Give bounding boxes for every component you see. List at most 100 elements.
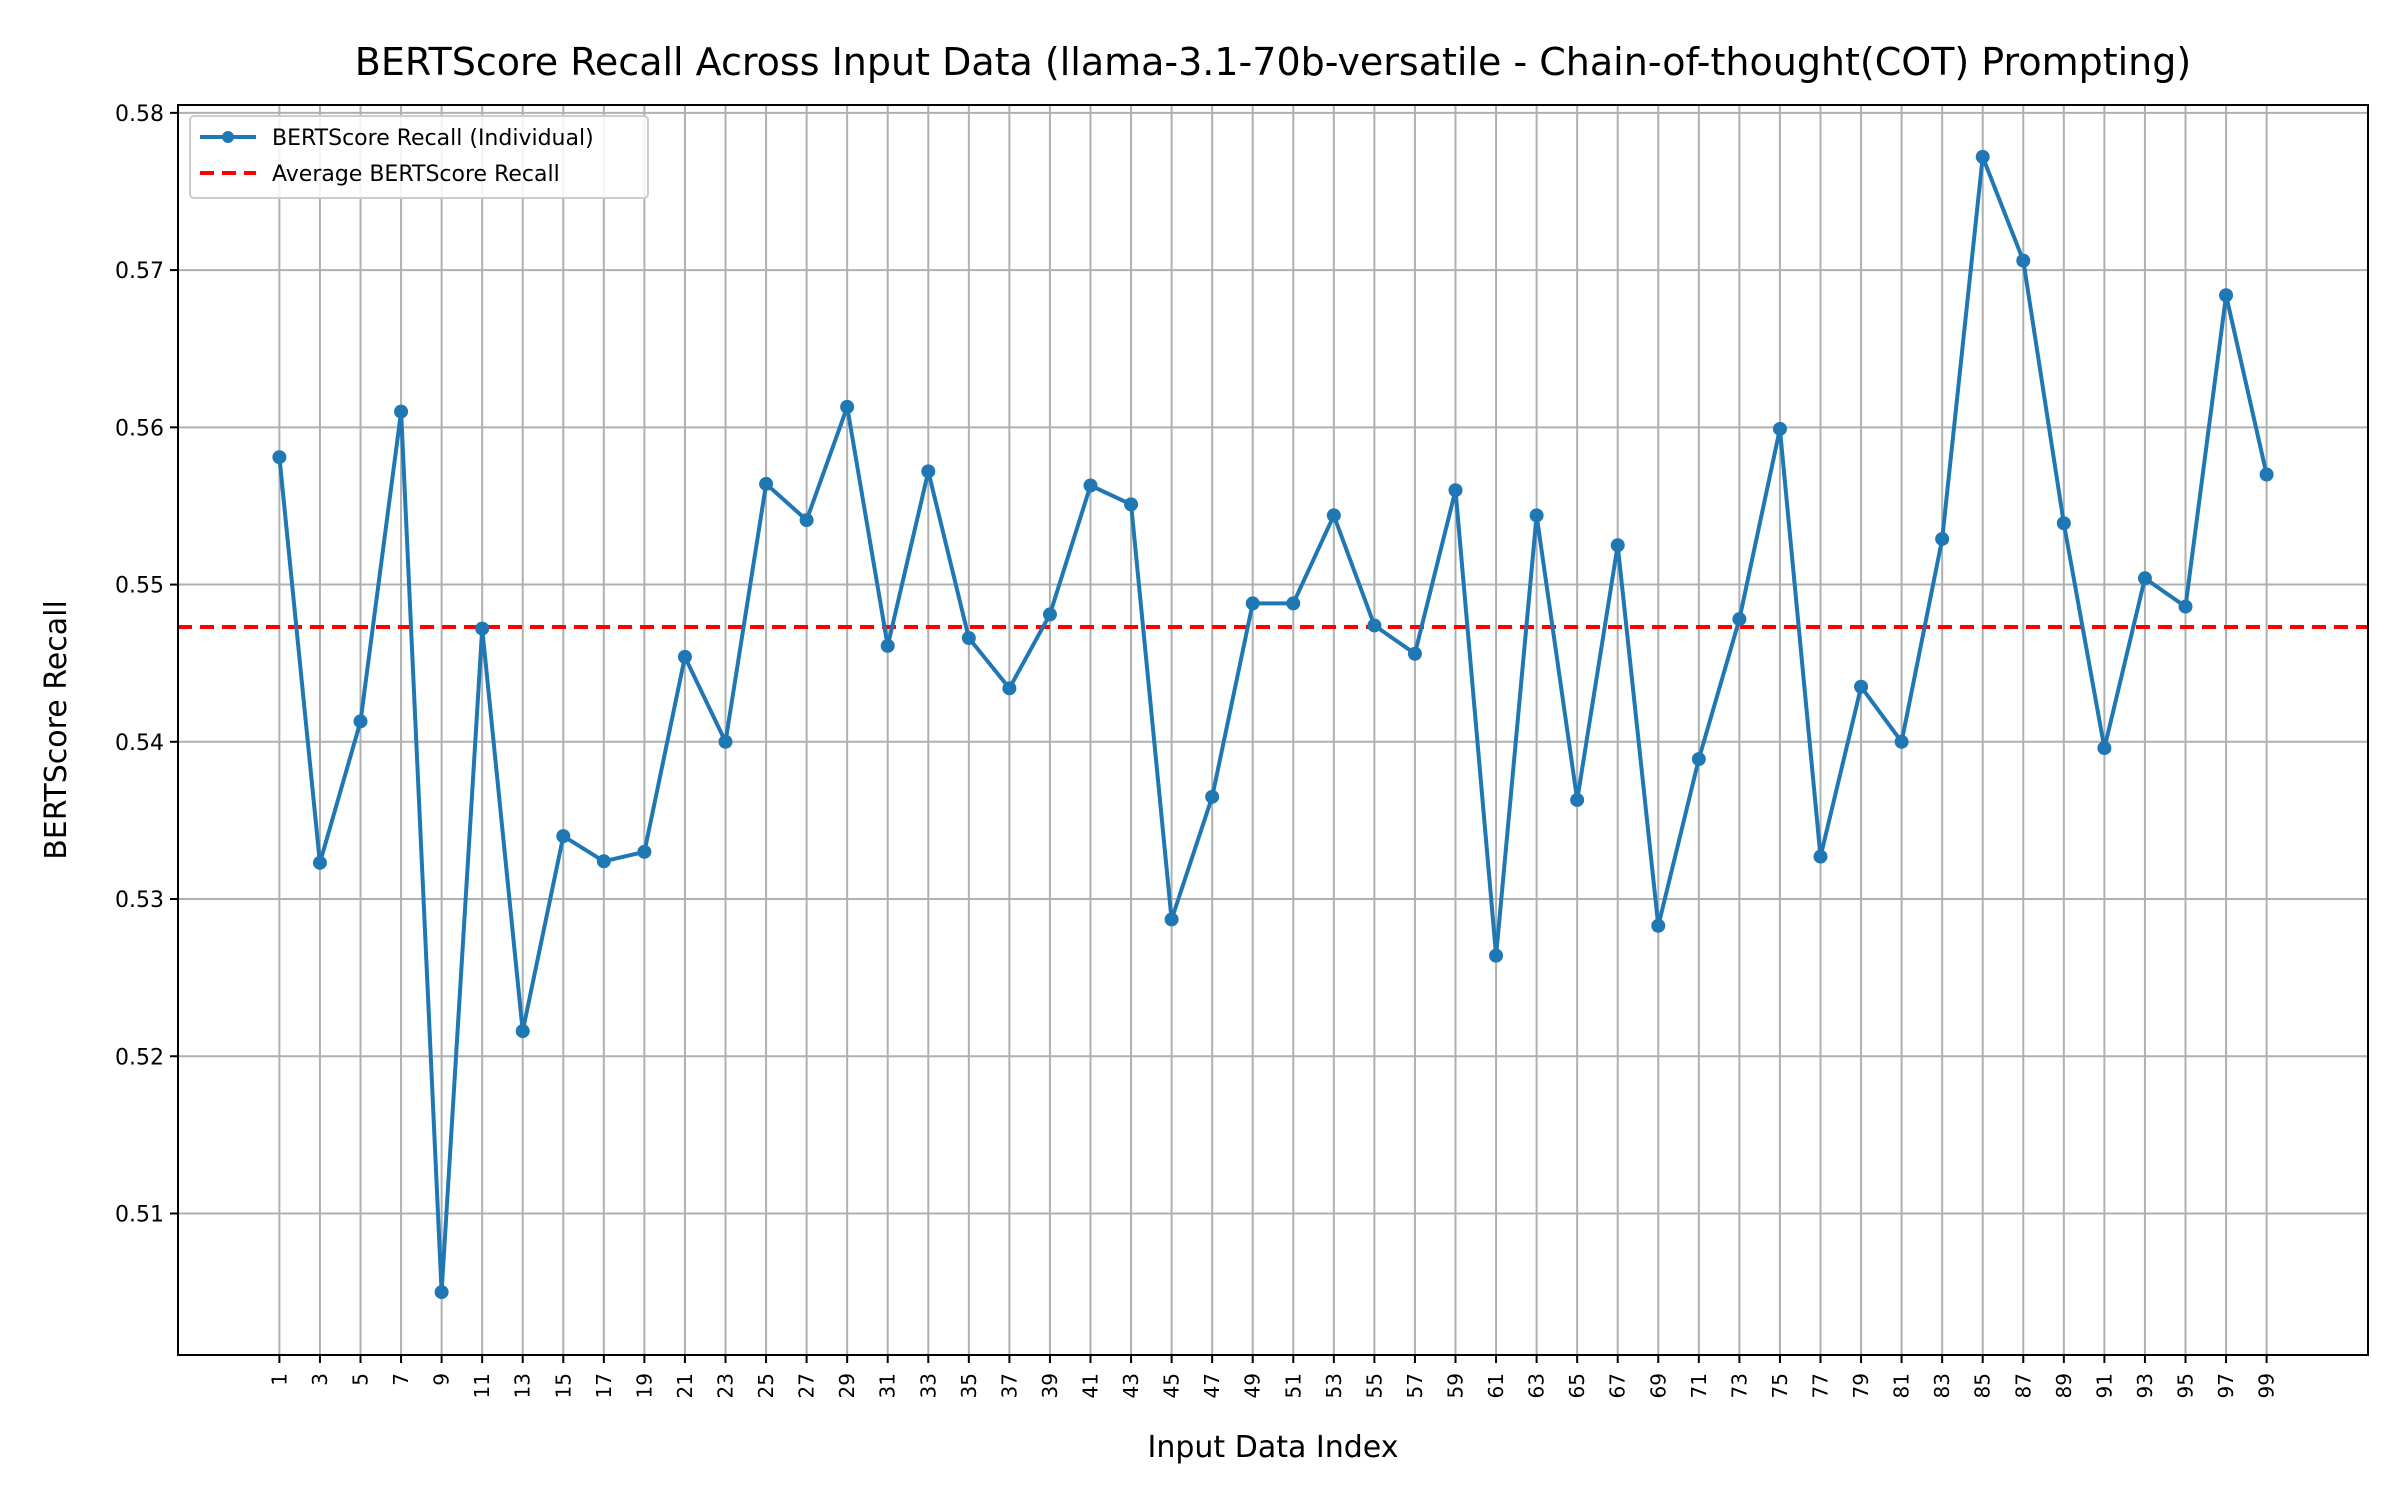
data-point bbox=[1205, 789, 1220, 804]
x-tick-label: 65 bbox=[1565, 1373, 1589, 1398]
data-point bbox=[394, 404, 409, 419]
x-tick-label: 99 bbox=[2255, 1373, 2279, 1398]
x-tick-label: 41 bbox=[1079, 1373, 1103, 1398]
data-point bbox=[799, 513, 814, 528]
x-tick-label: 35 bbox=[957, 1373, 981, 1398]
data-point bbox=[1448, 483, 1463, 498]
data-point bbox=[1975, 149, 1990, 164]
x-tick-label: 19 bbox=[632, 1373, 656, 1398]
x-tick-label: 15 bbox=[551, 1373, 575, 1398]
data-point bbox=[1935, 531, 1950, 546]
data-point bbox=[1691, 752, 1706, 767]
x-tick-label: 23 bbox=[714, 1373, 738, 1398]
legend-label-average: Average BERTScore Recall bbox=[272, 162, 560, 187]
data-point bbox=[1245, 596, 1260, 611]
y-tick-label: 0.54 bbox=[115, 731, 164, 756]
x-tick-label: 17 bbox=[592, 1373, 616, 1398]
x-tick-label: 39 bbox=[1038, 1373, 1062, 1398]
x-tick-label: 55 bbox=[1362, 1373, 1386, 1398]
x-tick-label: 71 bbox=[1687, 1373, 1711, 1398]
y-tick-label: 0.58 bbox=[115, 102, 164, 127]
data-point bbox=[475, 621, 490, 636]
legend-label-individual: BERTScore Recall (Individual) bbox=[272, 126, 594, 151]
x-tick-label: 45 bbox=[1160, 1373, 1184, 1398]
data-point bbox=[1367, 618, 1382, 633]
data-point bbox=[1894, 734, 1909, 749]
series-layer bbox=[272, 149, 2274, 1300]
series-line bbox=[277, 154, 2269, 1295]
chart-title: BERTScore Recall Across Input Data (llam… bbox=[355, 40, 2191, 84]
legend-box bbox=[189, 115, 649, 199]
x-tick-label: 27 bbox=[795, 1373, 819, 1398]
data-point bbox=[1326, 508, 1341, 523]
data-point bbox=[2219, 288, 2234, 303]
data-point bbox=[637, 844, 652, 859]
data-point bbox=[1286, 596, 1301, 611]
data-point bbox=[1407, 646, 1422, 661]
y-tick-label: 0.57 bbox=[115, 259, 164, 284]
data-point bbox=[515, 1024, 530, 1039]
x-tick-label: 21 bbox=[673, 1373, 697, 1398]
data-point bbox=[556, 829, 571, 844]
data-point bbox=[1732, 612, 1747, 627]
data-point bbox=[596, 854, 611, 869]
x-tick-label: 93 bbox=[2133, 1373, 2157, 1398]
x-tick-label: 9 bbox=[430, 1373, 454, 1386]
data-point bbox=[2178, 599, 2193, 614]
x-tick-label: 97 bbox=[2214, 1373, 2238, 1398]
x-tick-label: 1 bbox=[267, 1373, 291, 1386]
data-point bbox=[1083, 478, 1098, 493]
data-point bbox=[1570, 792, 1585, 807]
x-tick-label: 31 bbox=[876, 1373, 900, 1398]
plot-area-frame bbox=[177, 104, 2369, 1356]
x-tick-label: 3 bbox=[308, 1373, 332, 1386]
data-point bbox=[312, 855, 327, 870]
data-point bbox=[1529, 508, 1544, 523]
x-tick-label: 25 bbox=[754, 1373, 778, 1398]
data-point bbox=[434, 1285, 449, 1300]
data-point bbox=[272, 450, 287, 465]
data-point bbox=[677, 649, 692, 664]
x-tick-label: 53 bbox=[1322, 1373, 1346, 1398]
x-tick-label: 85 bbox=[1971, 1373, 1995, 1398]
data-point bbox=[1002, 681, 1017, 696]
data-point bbox=[718, 734, 733, 749]
x-tick-label: 81 bbox=[1890, 1373, 1914, 1398]
x-tick-label: 37 bbox=[997, 1373, 1021, 1398]
data-point bbox=[921, 464, 936, 479]
x-tick-label: 29 bbox=[835, 1373, 859, 1398]
data-point bbox=[1813, 849, 1828, 864]
data-point bbox=[759, 476, 774, 491]
x-tick-label: 83 bbox=[1930, 1373, 1954, 1398]
data-point bbox=[2259, 467, 2274, 482]
legend-marker-individual-icon bbox=[222, 131, 234, 143]
x-tick-label: 13 bbox=[511, 1373, 535, 1398]
y-axis-label: BERTScore Recall bbox=[39, 600, 74, 860]
x-tick-label: 51 bbox=[1281, 1373, 1305, 1398]
x-tick-label: 73 bbox=[1727, 1373, 1751, 1398]
data-point bbox=[1042, 607, 1057, 622]
x-tick-label: 49 bbox=[1241, 1373, 1265, 1398]
data-point bbox=[961, 631, 976, 646]
x-tick-label: 89 bbox=[2052, 1373, 2076, 1398]
data-point bbox=[840, 399, 855, 414]
data-point bbox=[353, 714, 368, 729]
x-tick-label: 91 bbox=[2092, 1373, 2116, 1398]
x-tick-label: 69 bbox=[1646, 1373, 1670, 1398]
x-tick-label: 47 bbox=[1200, 1373, 1224, 1398]
data-point bbox=[1651, 918, 1666, 933]
y-tick-label: 0.55 bbox=[115, 574, 164, 599]
data-point bbox=[1772, 421, 1787, 436]
y-tick-label: 0.53 bbox=[115, 888, 164, 913]
y-axis: 0.51 0.52 0.53 0.54 0.55 0.56 0.57 0.58 bbox=[115, 102, 178, 1227]
x-tick-label: 79 bbox=[1849, 1373, 1873, 1398]
x-tick-label: 59 bbox=[1444, 1373, 1468, 1398]
data-point bbox=[2056, 516, 2071, 531]
data-point bbox=[1489, 948, 1504, 963]
data-point bbox=[2016, 253, 2031, 268]
grid bbox=[178, 105, 2368, 1355]
data-point bbox=[1854, 679, 1869, 694]
legend: BERTScore Recall (Individual) Average BE… bbox=[189, 115, 649, 199]
